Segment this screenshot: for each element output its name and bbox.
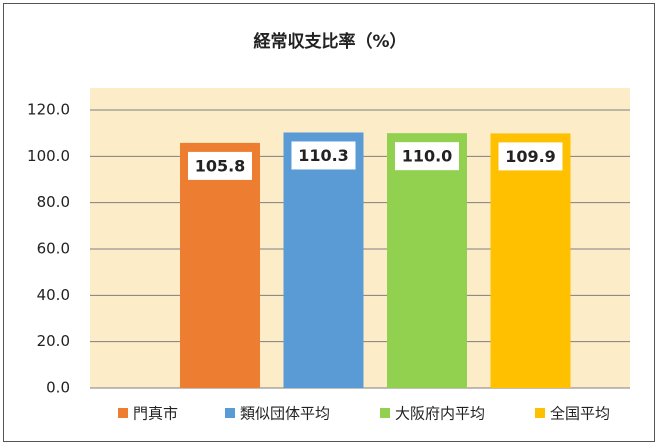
bar (387, 133, 467, 388)
y-tick-label: 20.0 (37, 332, 70, 350)
legend-label: 類似団体平均 (240, 405, 330, 423)
bar (180, 142, 260, 388)
legend-swatch (380, 408, 390, 418)
legend-label: 全国平均 (550, 405, 610, 423)
legend-swatch (535, 408, 545, 418)
data-label-box (395, 142, 459, 171)
chart-title: 経常収支比率（%） (253, 31, 406, 52)
legend-label: 大阪府内平均 (395, 405, 485, 423)
legend-swatch (118, 408, 128, 418)
y-tick-label: 40.0 (37, 286, 70, 304)
legend-label: 門真市 (133, 405, 178, 423)
data-label-box (498, 142, 563, 171)
data-label-box (291, 141, 356, 170)
legend-swatch (225, 408, 235, 418)
data-label: 110.0 (402, 147, 453, 166)
data-label: 110.3 (298, 146, 349, 165)
y-tick-label: 120.0 (27, 101, 70, 119)
y-tick-label: 100.0 (27, 147, 70, 165)
y-tick-label: 60.0 (37, 240, 70, 258)
bar (283, 132, 364, 388)
bar (490, 133, 571, 388)
data-label: 105.8 (195, 156, 246, 175)
data-label: 109.9 (505, 147, 556, 166)
data-label-box (188, 151, 252, 180)
y-tick-label: 0.0 (46, 379, 70, 397)
y-tick-label: 80.0 (37, 193, 70, 211)
